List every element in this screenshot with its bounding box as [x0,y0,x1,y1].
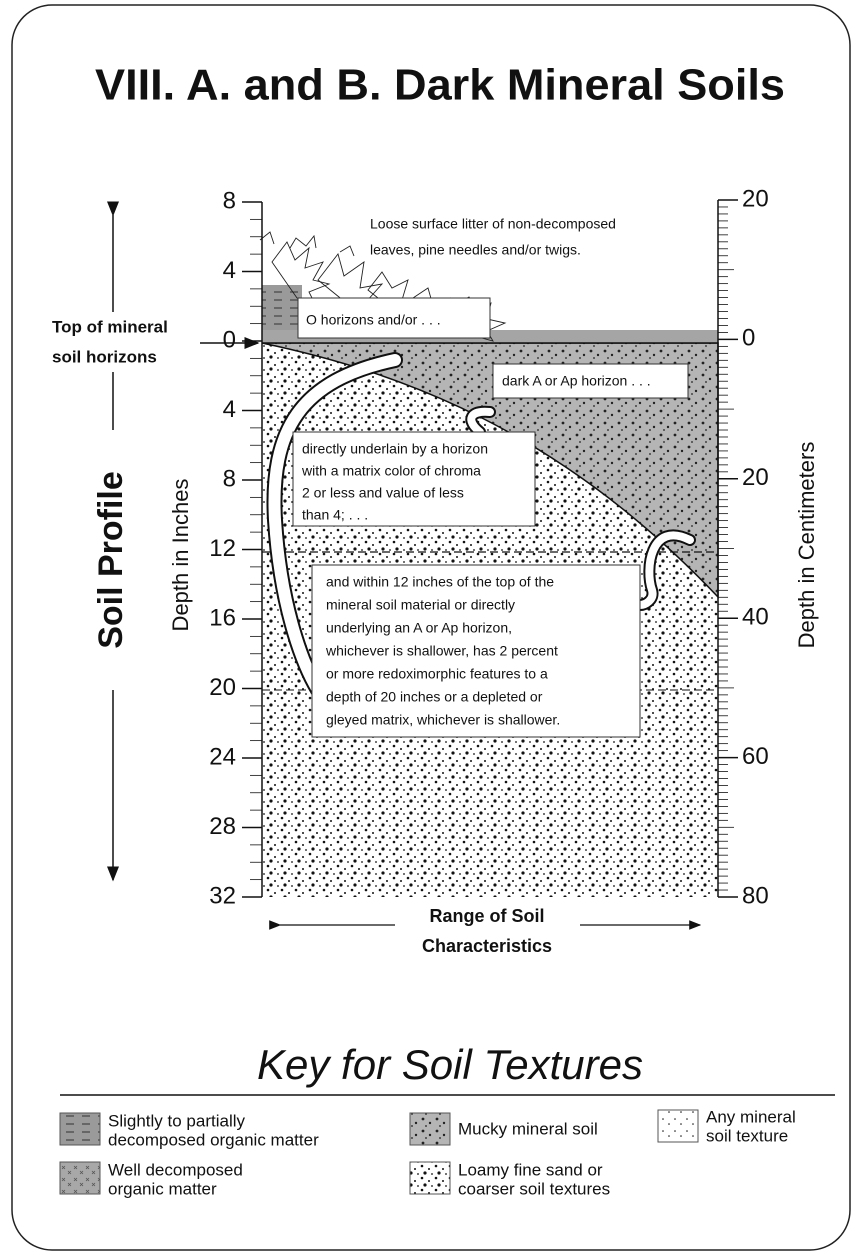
key-label: Well decomposed [108,1160,243,1179]
right-tick-label: 40 [742,604,769,631]
litter-note: leaves, pine needles and/or twigs. [370,242,581,258]
mineral-top-label: Top of mineral [52,317,168,336]
left-axis-title: Depth in Inches [168,479,193,632]
left-tick-label: 12 [209,535,236,562]
right-tick-label: 80 [742,882,769,909]
key-label: Mucky mineral soil [458,1119,598,1138]
profile-label-bg [88,430,138,690]
swatch-organic [59,1112,101,1146]
left-tick-label: 8 [223,465,236,492]
swatch-well-decomposed [59,1161,101,1195]
right-tick-label: 60 [742,743,769,770]
within-note: mineral soil material or directly [326,597,515,613]
a-horizon-box [492,363,689,399]
left-tick-label: 28 [209,813,236,840]
key-label: decomposed organic matter [108,1130,319,1149]
right-axis-title: Depth in Centimeters [794,442,819,649]
underlain-note: than 4; . . . [302,507,368,523]
curved-arrows [266,352,696,698]
key-swatches [59,1109,699,1195]
swatch-mucky [409,1112,451,1146]
left-tick-label: 4 [223,257,236,284]
left-tick-label: 20 [209,674,236,701]
profile-label: Soil Profile [92,471,130,649]
key-label: Slightly to partially [108,1111,246,1130]
swatch-loamy [409,1161,451,1195]
range-label: Range of Soil [429,906,544,926]
underlain-note: directly underlain by a horizon [302,441,488,457]
mineral-top-bg [40,312,200,372]
within-box [311,564,641,738]
within-note: depth of 20 inches or a depleted or [326,689,543,705]
o-horizon-note: O horizons and/or . . . [306,312,441,328]
underlain-box [292,431,536,527]
key-label: organic matter [108,1179,217,1198]
within-note: or more redoximorphic features to a [326,666,548,682]
title: VIII. A. and B. Dark Mineral Soils [95,61,785,110]
underlain-note: with a matrix color of chroma [301,463,481,479]
key-label: soil texture [706,1126,788,1145]
swatch-any [657,1109,699,1143]
key-title: Key for Soil Textures [257,1041,643,1088]
texts: VIII. A. and B. Dark Mineral Soils840481… [52,61,819,1199]
left-tick-label: 16 [209,604,236,631]
within-note: underlying an A or Ap horizon, [326,620,512,636]
left-tick-label: 4 [223,396,236,423]
axis-ticks [242,199,738,898]
right-tick-label: 20 [742,185,769,212]
key-label: Any mineral [706,1107,796,1126]
a-horizon-note: dark A or Ap horizon . . . [502,373,651,389]
left-tick-label: 8 [223,187,236,214]
key-label: coarser soil textures [458,1179,610,1198]
litter-note: Loose surface litter of non-decomposed [370,216,616,232]
key-label: Loamy fine sand or [458,1160,603,1179]
range-label: Characteristics [422,936,552,956]
o-horizon-box [297,297,491,339]
left-tick-label: 0 [223,326,236,353]
underlain-note: 2 or less and value of less [302,485,464,501]
mineral-top-label: soil horizons [52,347,157,366]
left-tick-label: 24 [209,743,236,770]
frame [11,4,851,1251]
right-tick-label: 20 [742,464,769,491]
a-horizon [261,342,719,599]
left-tick-label: 32 [209,882,236,909]
right-tick-label: 0 [742,325,755,352]
within-note: whichever is shallower, has 2 percent [325,643,558,659]
within-note: and within 12 inches of the top of the [326,574,554,590]
within-note: gleyed matrix, whichever is shallower. [326,712,560,728]
